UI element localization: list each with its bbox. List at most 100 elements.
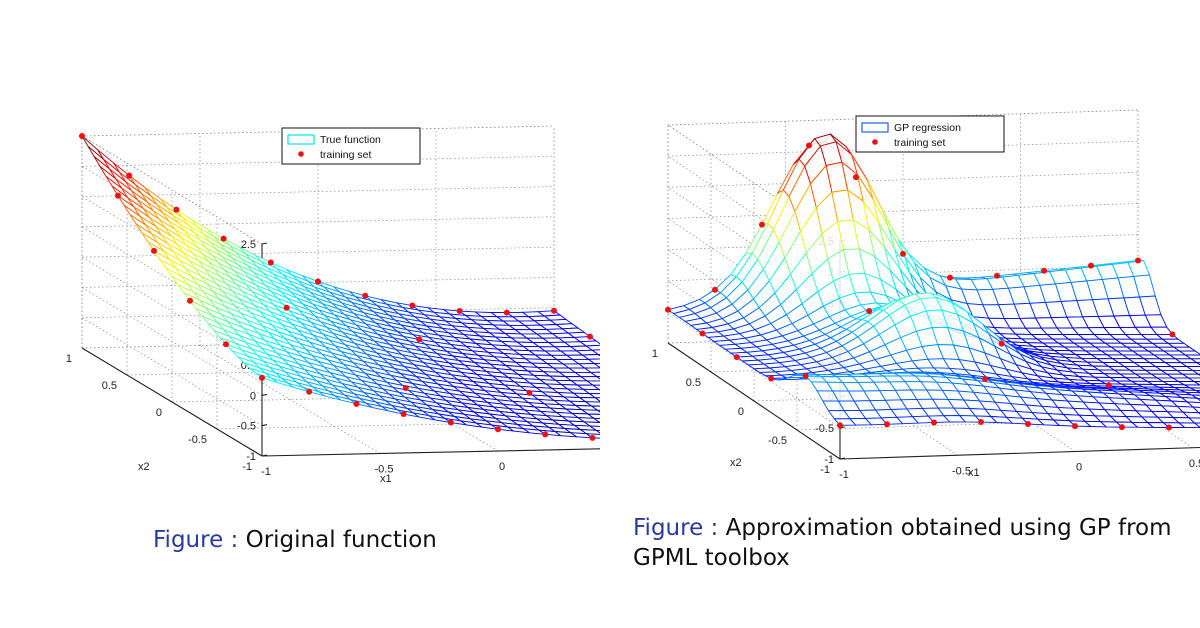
z-tick-mark — [261, 242, 268, 245]
grid-line — [81, 317, 263, 427]
surface-mesh — [666, 133, 1200, 429]
legend-entry-surface: GP regression — [894, 122, 961, 134]
training-point — [400, 411, 407, 418]
grid-line — [199, 345, 381, 454]
chart-gp-approximation: 2.521.510.50-0.5-1-1-0.500.5110.50-0.5-1… — [600, 0, 1200, 628]
training-point — [409, 302, 416, 309]
chart-surface-gp: 2.521.510.50-0.5-1-1-0.500.5110.50-0.5-1… — [652, 109, 1200, 481]
training-point — [220, 235, 227, 242]
training-point — [495, 426, 501, 433]
x-axis-label: x1 — [968, 467, 980, 479]
training-point — [353, 400, 360, 407]
training-point — [223, 341, 229, 348]
training-point — [837, 422, 843, 429]
caption-label: Figure : — [153, 527, 239, 553]
grid-line — [667, 186, 841, 304]
surface-cell — [1189, 358, 1200, 364]
grid-line — [667, 155, 841, 273]
figure-caption-left: Figure : Original function — [153, 525, 437, 555]
caption-text: Original function — [245, 527, 437, 553]
y-tick-label: -0.5 — [188, 434, 207, 446]
surface-cell — [1179, 362, 1200, 367]
x-tick-label: -1 — [261, 466, 271, 478]
surface-cell — [1181, 373, 1200, 379]
y-tick-label: 0.5 — [686, 377, 701, 389]
grid-line — [81, 256, 263, 366]
x-axis-line — [839, 446, 1200, 460]
training-point — [587, 333, 593, 340]
legend: True function training set — [281, 127, 421, 165]
training-point — [1072, 423, 1078, 430]
caption-text: Approximation obtained using GP from GPM… — [633, 515, 1172, 571]
x-tick-label: 0 — [1076, 462, 1082, 474]
surface-cell — [1191, 369, 1200, 375]
training-point — [187, 297, 193, 304]
training-point — [931, 419, 937, 426]
training-point — [589, 434, 596, 441]
training-point — [416, 336, 423, 343]
training-point — [884, 421, 890, 428]
y-axis-line — [81, 347, 263, 457]
training-point — [665, 306, 671, 313]
surface-cell — [1191, 406, 1200, 414]
y-tick-label: -1 — [820, 464, 830, 476]
training-point — [1166, 424, 1172, 431]
training-point — [1135, 257, 1141, 264]
training-point — [1088, 262, 1094, 269]
training-point — [402, 384, 409, 391]
z-tick-mark — [261, 424, 268, 427]
figure-caption-right: Figure : Approximation obtained using GP… — [633, 513, 1173, 573]
surface-cell — [1187, 417, 1200, 424]
training-point — [259, 374, 265, 381]
y-tick-label: -0.5 — [768, 435, 787, 447]
training-point — [526, 389, 533, 396]
training-point — [542, 431, 549, 438]
grid-line — [81, 246, 555, 258]
z-tick-label: -1 — [246, 451, 256, 463]
y-tick-label: 0.5 — [102, 380, 117, 392]
z-tick-label: -1 — [824, 454, 834, 466]
y-tick-label: -1 — [242, 461, 252, 473]
grid-line — [667, 124, 841, 242]
training-point — [151, 247, 157, 254]
z-tick-label: 0 — [250, 390, 256, 402]
training-point — [712, 286, 718, 293]
surface-cell — [1185, 391, 1200, 396]
training-point — [503, 309, 510, 316]
legend-entry-points: training set — [320, 149, 371, 161]
training-point — [806, 142, 812, 149]
x-tick-label: -0.5 — [375, 464, 394, 476]
training-point — [699, 330, 706, 337]
y-tick-label: 1 — [66, 353, 72, 365]
y-tick-label: 0 — [738, 406, 744, 418]
training-point — [1041, 267, 1047, 274]
surface-cell — [1180, 396, 1200, 403]
surface-cell — [81, 135, 105, 160]
legend-swatch-surface — [287, 134, 315, 145]
surface-cell — [1179, 389, 1200, 394]
x-axis-line — [261, 445, 735, 457]
training-point — [267, 259, 274, 266]
z-tick-mark — [261, 454, 268, 457]
training-point — [768, 375, 775, 382]
surface-cell — [1178, 350, 1200, 356]
training-point — [115, 192, 121, 199]
training-point — [362, 292, 369, 299]
surface-cell — [1192, 381, 1200, 386]
z-tick-label: 2.5 — [241, 239, 256, 251]
training-point — [173, 206, 180, 213]
y-tick-label: 1 — [652, 348, 658, 360]
training-point — [1169, 331, 1176, 338]
surface-cell — [1181, 411, 1200, 419]
training-point — [853, 174, 859, 181]
x-axis-label: x1 — [380, 473, 392, 485]
z-tick-label: -0.5 — [815, 423, 834, 435]
grid-line — [667, 280, 841, 398]
x-tick-label: 0 — [499, 461, 505, 473]
legend-swatch-points — [872, 139, 878, 145]
training-point — [283, 304, 290, 311]
training-point — [947, 274, 953, 281]
chart-surface-original: 2.521.510.50-0.5-1-1-0.500.5110.50-0.5-1… — [66, 125, 741, 485]
training-point — [1025, 421, 1031, 428]
legend-box — [855, 115, 1005, 153]
